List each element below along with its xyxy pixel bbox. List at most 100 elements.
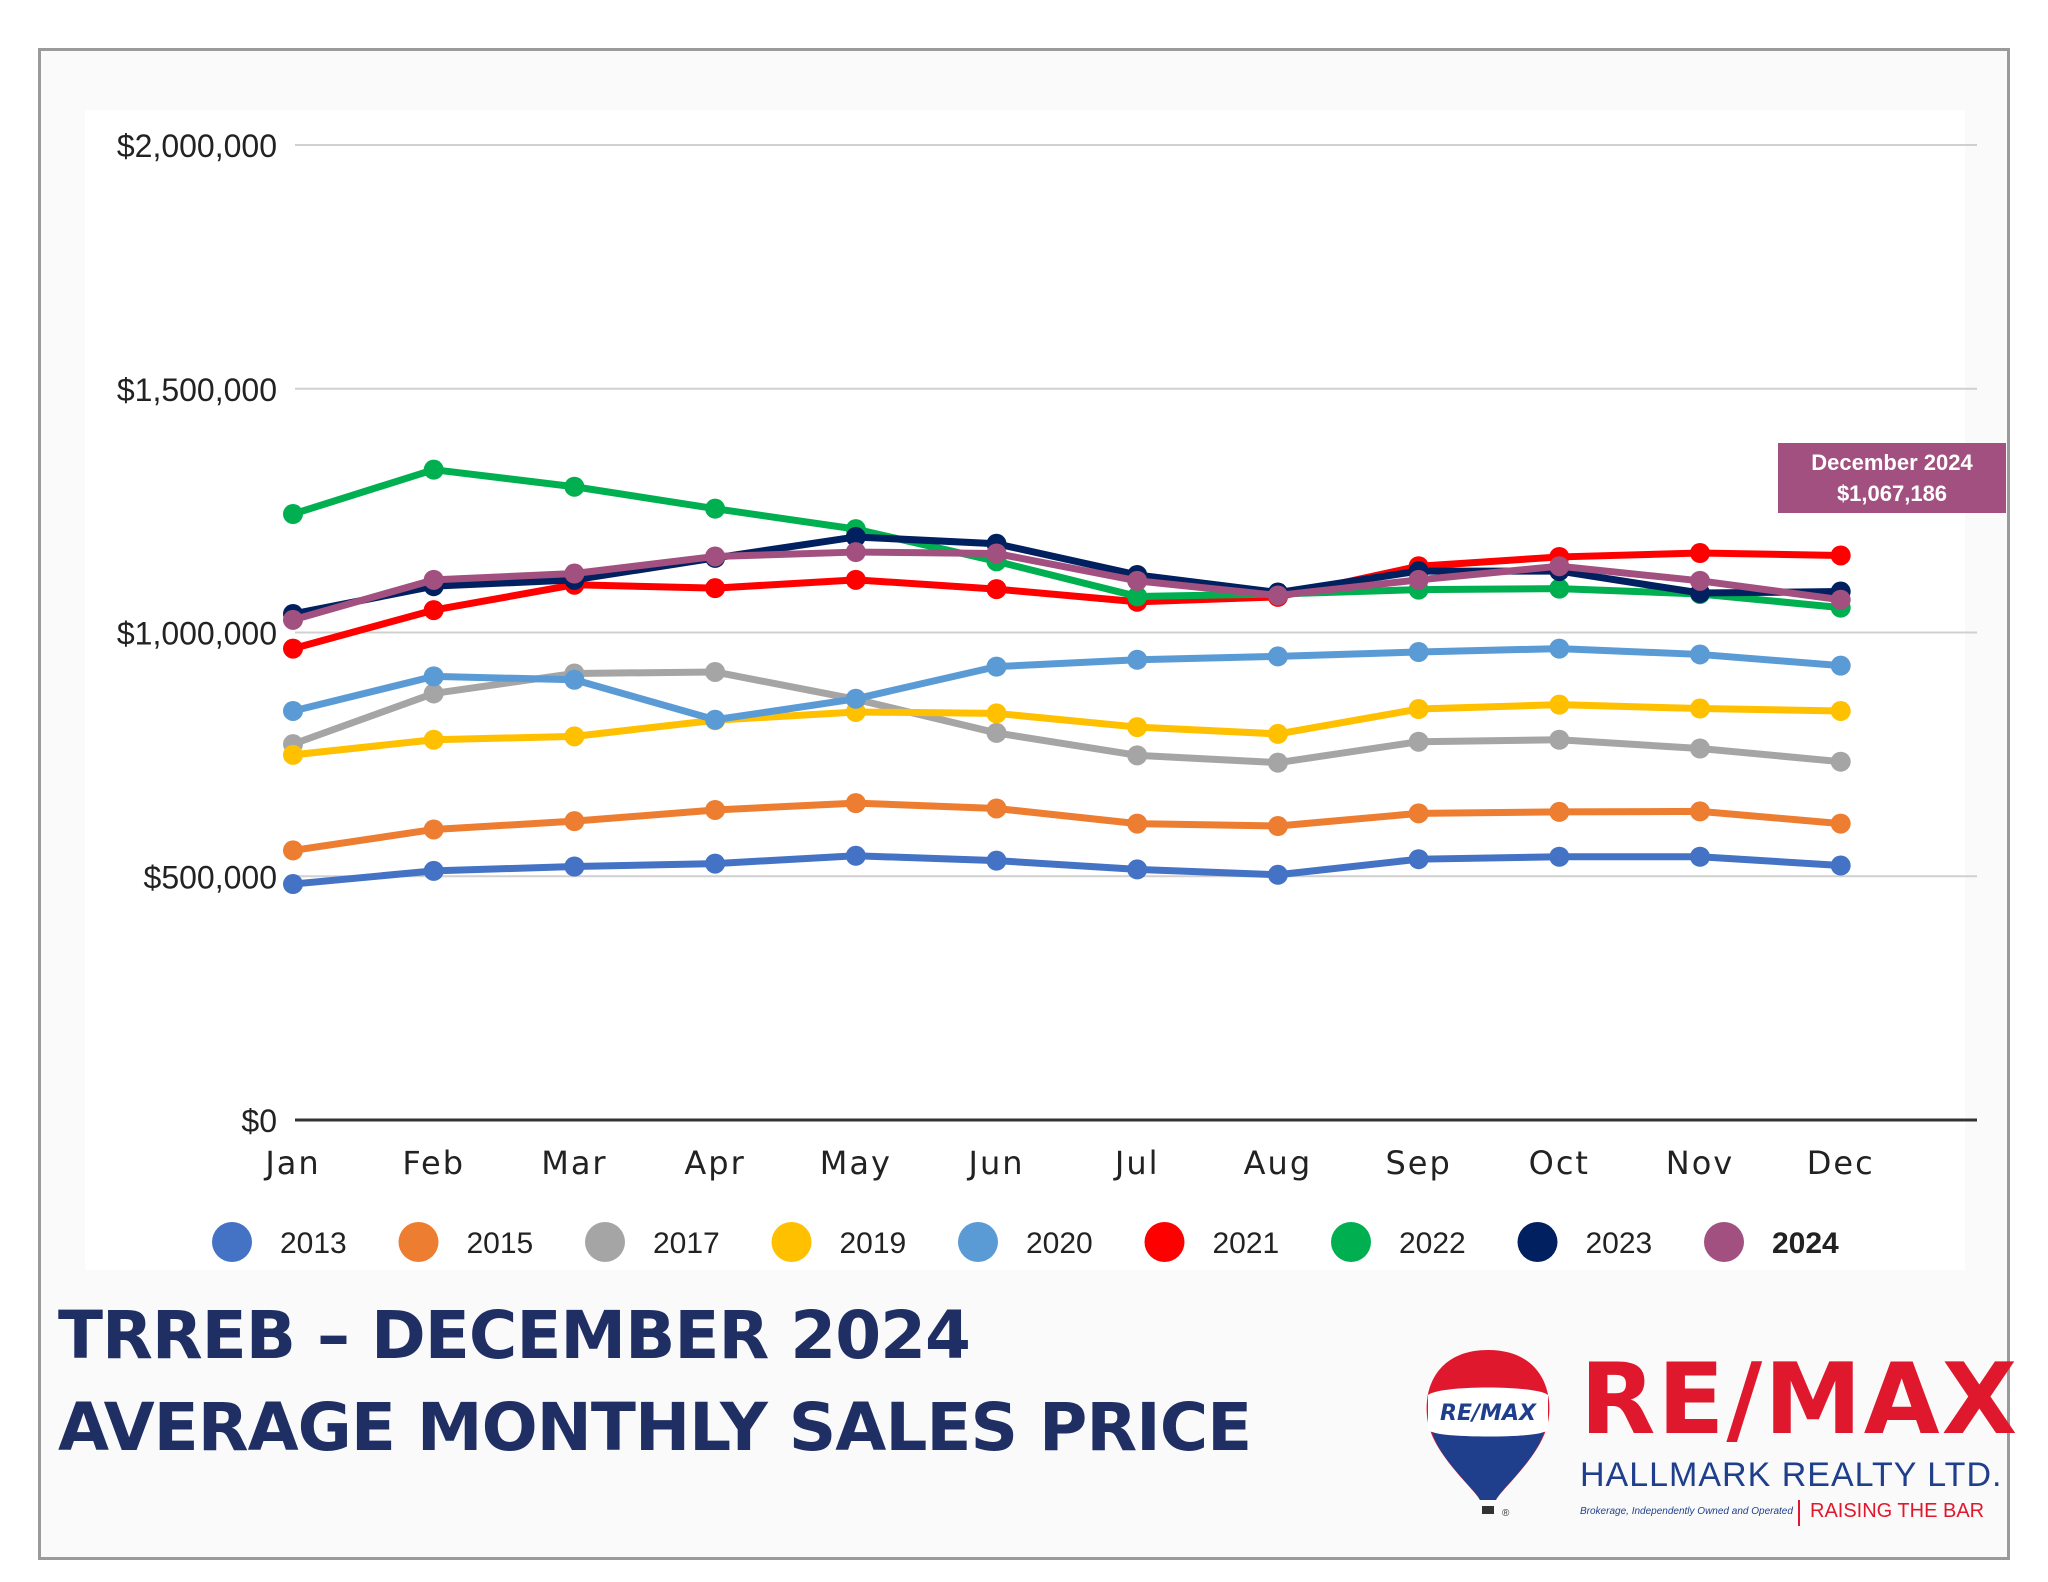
legend-swatch bbox=[1704, 1222, 1744, 1262]
data-point bbox=[564, 856, 585, 877]
legend-label: 2020 bbox=[1026, 1227, 1093, 1260]
data-point bbox=[1127, 717, 1148, 738]
legend-label: 2023 bbox=[1586, 1227, 1653, 1260]
data-point bbox=[423, 819, 444, 840]
data-point bbox=[1830, 855, 1851, 876]
balloon-text: RE/MAX bbox=[1440, 1401, 1537, 1426]
data-point bbox=[423, 860, 444, 881]
data-point bbox=[705, 546, 726, 567]
data-point bbox=[986, 798, 1007, 819]
data-point bbox=[1690, 846, 1710, 867]
data-point bbox=[845, 793, 866, 814]
legend-swatch bbox=[1144, 1222, 1185, 1262]
data-point bbox=[705, 578, 726, 599]
balloon-blue-bottom bbox=[1432, 1432, 1544, 1500]
data-point bbox=[1267, 646, 1288, 667]
brand-tagline-small: Brokerage, Independently Owned and Opera… bbox=[1580, 1506, 1793, 1517]
series-line bbox=[289, 548, 1845, 624]
series-2021 bbox=[283, 543, 1851, 659]
series-line bbox=[289, 533, 1845, 618]
data-point bbox=[564, 811, 585, 832]
data-point bbox=[1549, 846, 1570, 867]
data-point bbox=[1408, 699, 1429, 720]
data-point bbox=[986, 703, 1007, 724]
legend-swatch bbox=[1331, 1222, 1371, 1262]
data-point bbox=[423, 569, 444, 590]
data-point bbox=[1127, 649, 1148, 670]
data-point bbox=[1690, 644, 1710, 665]
x-tick-label: Nov bbox=[1666, 1144, 1734, 1182]
y-tick-label: $1,000,000 bbox=[117, 616, 277, 652]
data-point bbox=[845, 569, 866, 590]
data-point bbox=[845, 688, 866, 709]
series-line bbox=[289, 549, 1845, 653]
data-point bbox=[705, 661, 726, 682]
series-lines bbox=[283, 459, 1851, 895]
balloon-white-band bbox=[1428, 1387, 1548, 1438]
x-tick-label: Jun bbox=[967, 1144, 1025, 1182]
series-line bbox=[289, 701, 1845, 759]
data-point bbox=[1690, 738, 1710, 759]
data-point bbox=[986, 656, 1007, 677]
x-tick-label: Feb bbox=[402, 1144, 465, 1182]
balloon-basket bbox=[1482, 1506, 1494, 1514]
brand-subtitle: HALLMARK REALTY LTD. bbox=[1580, 1456, 2003, 1494]
data-point bbox=[986, 579, 1007, 600]
data-point bbox=[705, 498, 726, 519]
x-tick-label: Mar bbox=[541, 1144, 607, 1182]
series-line bbox=[289, 852, 1845, 888]
legend-label: 2022 bbox=[1399, 1227, 1466, 1260]
data-point bbox=[1690, 570, 1710, 591]
data-point bbox=[1690, 543, 1710, 564]
data-point bbox=[1830, 655, 1851, 676]
x-tick-label: Dec bbox=[1807, 1144, 1875, 1182]
data-point bbox=[1830, 700, 1851, 721]
data-callout: December 2024 $1,067,186 bbox=[1778, 443, 2006, 513]
x-tick-label: Aug bbox=[1244, 1144, 1312, 1182]
data-point bbox=[1267, 864, 1288, 885]
legend-swatch bbox=[771, 1222, 812, 1262]
data-point bbox=[1830, 751, 1851, 772]
data-point bbox=[1267, 723, 1288, 744]
y-tick-label: $2,000,000 bbox=[117, 128, 277, 164]
data-point bbox=[986, 543, 1007, 564]
data-point bbox=[1267, 752, 1288, 773]
data-point bbox=[1127, 745, 1148, 766]
x-tick-label: Jul bbox=[1113, 1144, 1160, 1182]
data-point bbox=[283, 504, 303, 525]
data-point bbox=[564, 476, 585, 497]
data-point bbox=[1549, 801, 1570, 822]
series-2013 bbox=[283, 845, 1851, 895]
y-tick-label: $1,500,000 bbox=[117, 372, 277, 408]
data-point bbox=[564, 726, 585, 747]
series-line bbox=[289, 799, 1845, 854]
data-point bbox=[1549, 638, 1570, 659]
x-tick-label: Oct bbox=[1529, 1144, 1590, 1182]
data-point bbox=[564, 563, 585, 584]
x-tick-label: Jan bbox=[263, 1144, 320, 1182]
registered-mark: ® bbox=[1502, 1508, 1510, 1519]
callout-box bbox=[1778, 443, 2006, 513]
legend-swatch bbox=[958, 1222, 998, 1262]
data-point bbox=[1127, 813, 1148, 834]
data-point bbox=[705, 853, 726, 874]
brand-logo: RE/MAX HALLMARK REALTY LTD. Brokerage, I… bbox=[1420, 1340, 2017, 1540]
data-point bbox=[705, 709, 726, 730]
data-point bbox=[1408, 849, 1429, 870]
data-point bbox=[423, 459, 444, 480]
tagline-divider bbox=[1798, 1500, 1800, 1526]
remax-balloon-logo: RE/MAX ® bbox=[1426, 1350, 1550, 1519]
legend: 2013 2015 2017 2019 2020 2021 2022 2023 2024 bbox=[212, 1222, 1839, 1262]
brand-tagline: RAISING THE BAR bbox=[1810, 1500, 1985, 1522]
data-point bbox=[1549, 694, 1570, 715]
series-2015 bbox=[283, 793, 1851, 861]
data-point bbox=[283, 744, 303, 765]
legend-label: 2019 bbox=[840, 1227, 907, 1260]
data-point bbox=[1127, 570, 1148, 591]
data-point bbox=[986, 722, 1007, 743]
data-point bbox=[1408, 803, 1429, 824]
data-point bbox=[283, 840, 303, 861]
legend-label: 2017 bbox=[653, 1227, 720, 1260]
data-point bbox=[1830, 813, 1851, 834]
y-axis-tick-labels: $0 $500,000 $1,000,000 $1,500,000 $2,000,000 bbox=[117, 128, 277, 1139]
